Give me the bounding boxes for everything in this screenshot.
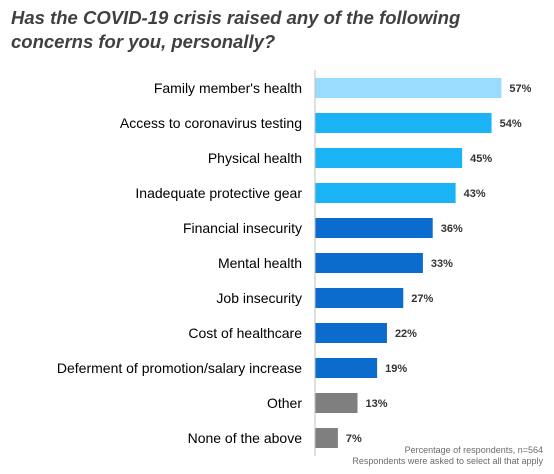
category-label: Inadequate protective gear <box>135 185 302 201</box>
value-label: 54% <box>500 118 522 130</box>
bar <box>315 428 338 448</box>
category-label: None of the above <box>188 430 303 446</box>
footnote-select-all: Respondents were asked to select all tha… <box>352 456 543 466</box>
category-label: Mental health <box>218 255 302 271</box>
value-label: 19% <box>385 363 407 375</box>
bar <box>315 323 387 343</box>
chart-title: Has the COVID-19 crisis raised any of th… <box>11 7 461 52</box>
category-label: Cost of healthcare <box>188 325 302 341</box>
bar <box>315 218 433 238</box>
bars-layer: Family member's health 57% Access to coron… <box>57 78 532 448</box>
value-label: 22% <box>395 328 417 340</box>
value-label: 43% <box>464 188 486 200</box>
bar <box>315 183 456 203</box>
bar <box>315 288 404 308</box>
category-label: Job insecurity <box>216 290 302 306</box>
value-label: 45% <box>470 153 492 165</box>
bar <box>315 393 358 413</box>
bar <box>315 253 423 273</box>
category-label: Deferment of promotion/salary increase <box>57 360 302 376</box>
value-label: 36% <box>441 223 463 235</box>
value-label: 33% <box>431 258 453 270</box>
bar <box>315 113 492 133</box>
value-label: 7% <box>346 433 362 445</box>
category-label: Access to coronavirus testing <box>120 115 302 131</box>
bar <box>315 358 378 378</box>
category-label: Other <box>267 395 302 411</box>
value-label: 13% <box>366 398 388 410</box>
footnote-sample-size: Percentage of respondents, n=564 <box>404 445 543 455</box>
category-label: Family member's health <box>154 80 302 96</box>
bar <box>315 148 463 168</box>
value-label: 57% <box>509 83 531 95</box>
bar <box>315 78 502 98</box>
category-label: Financial insecurity <box>183 220 302 236</box>
value-label: 27% <box>411 293 433 305</box>
category-label: Physical health <box>208 150 302 166</box>
